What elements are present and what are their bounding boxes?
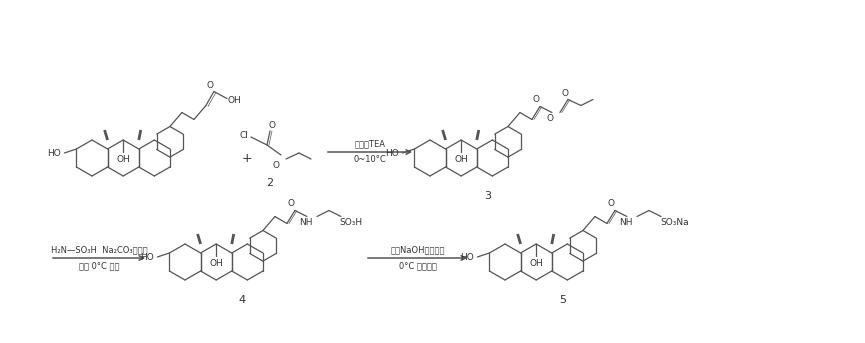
Text: HO: HO	[386, 150, 400, 158]
Text: Cl: Cl	[240, 130, 248, 140]
Text: OH: OH	[454, 154, 468, 164]
Text: O: O	[268, 120, 275, 130]
Text: O: O	[607, 199, 614, 208]
Text: OH: OH	[529, 259, 543, 268]
Text: 3: 3	[484, 191, 490, 201]
Text: O: O	[207, 81, 214, 90]
Text: 5: 5	[559, 295, 566, 305]
Text: O: O	[287, 199, 294, 208]
Text: O: O	[561, 89, 568, 98]
Text: HO: HO	[460, 253, 474, 262]
Text: OH: OH	[227, 96, 240, 105]
Text: OH: OH	[209, 259, 223, 268]
Text: O: O	[272, 161, 279, 169]
Text: O: O	[533, 95, 540, 104]
Text: 2: 2	[266, 178, 273, 188]
Text: NH: NH	[299, 218, 312, 227]
Text: 0~10°C: 0~10°C	[354, 155, 387, 165]
Text: 丙酣NaOH甲醇溶液: 丙酣NaOH甲醇溶液	[390, 246, 445, 255]
Text: HO: HO	[140, 253, 154, 262]
Text: SO₃Na: SO₃Na	[661, 218, 689, 227]
Text: H₂N—SO₃H  Na₂CO₃水溶液: H₂N—SO₃H Na₂CO₃水溶液	[51, 246, 147, 255]
Text: O: O	[547, 114, 554, 123]
Text: 0°C 乙醚析品: 0°C 乙醚析品	[399, 261, 437, 271]
Text: +: +	[241, 152, 253, 165]
Text: OH: OH	[116, 154, 130, 164]
Text: HO: HO	[48, 150, 61, 158]
Text: 丙酣和TEA: 丙酣和TEA	[355, 140, 386, 149]
Text: SO₃H: SO₃H	[339, 218, 362, 227]
Text: 丙酣 0°C 析品: 丙酣 0°C 析品	[79, 261, 119, 271]
Text: 4: 4	[239, 295, 246, 305]
Text: NH: NH	[619, 218, 632, 227]
